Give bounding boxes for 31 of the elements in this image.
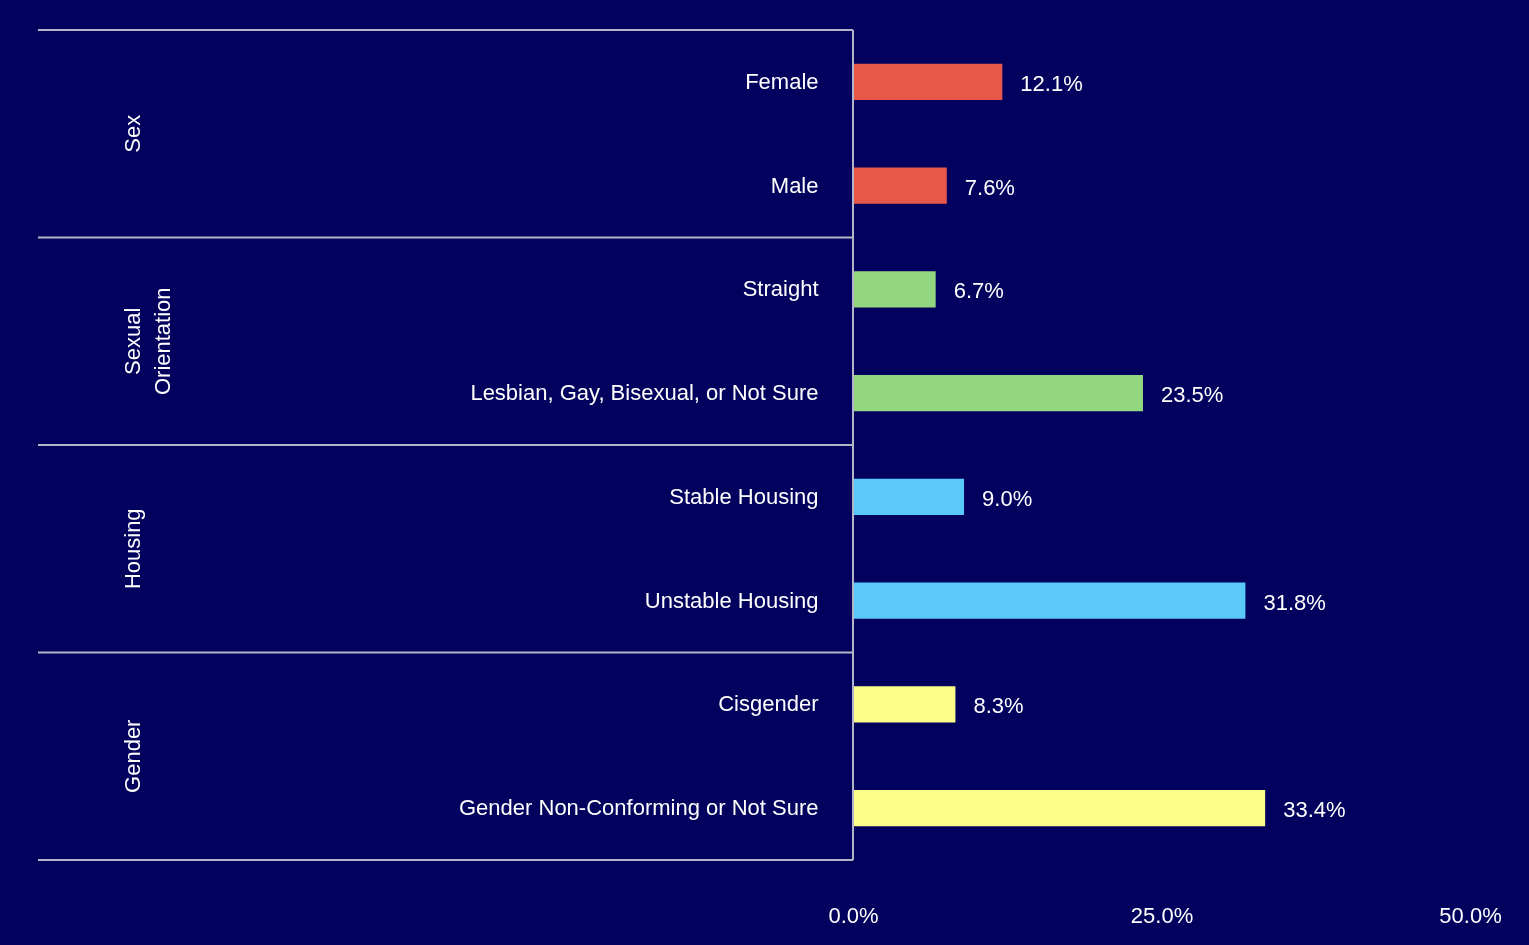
bar [853,478,965,516]
y-tick-label: Stable Housing [669,483,819,509]
bar [853,167,947,204]
text: Sexual Orientation [120,287,175,396]
bar [853,582,1246,619]
bar [853,686,956,723]
data-label: 8.3% [973,693,1024,719]
y-tick-label: Gender Non-Conforming or Not Sure [459,795,819,821]
text: Housing [120,508,145,590]
bar [853,374,1143,412]
y-tick-label: Straight [742,276,819,302]
data-label: 31.8% [1263,589,1326,615]
data-label: 33.4% [1283,797,1346,823]
data-label: 7.6% [964,174,1015,200]
bar [853,789,1266,827]
bar [853,63,1003,101]
y-tick-label: Male [770,172,819,198]
x-tick-label: 25.0% [1130,902,1194,928]
text: Sex [120,114,145,153]
y-tick-label: Lesbian, Gay, Bisexual, or Not Sure [470,380,819,406]
bar [853,271,936,308]
data-label: 23.5% [1160,382,1224,408]
y-tick-label: Female [745,68,819,94]
y-tick-label: Unstable Housing [644,587,819,613]
x-tick-label: 50.0% [1439,902,1502,928]
x-tick-label: 0.0% [828,902,879,928]
y-tick-label: Cisgender [718,691,819,717]
data-label: 12.1% [1020,70,1083,96]
data-label: 9.0% [982,485,1033,511]
data-label: 6.7% [953,278,1004,304]
text: Gender [120,719,145,793]
